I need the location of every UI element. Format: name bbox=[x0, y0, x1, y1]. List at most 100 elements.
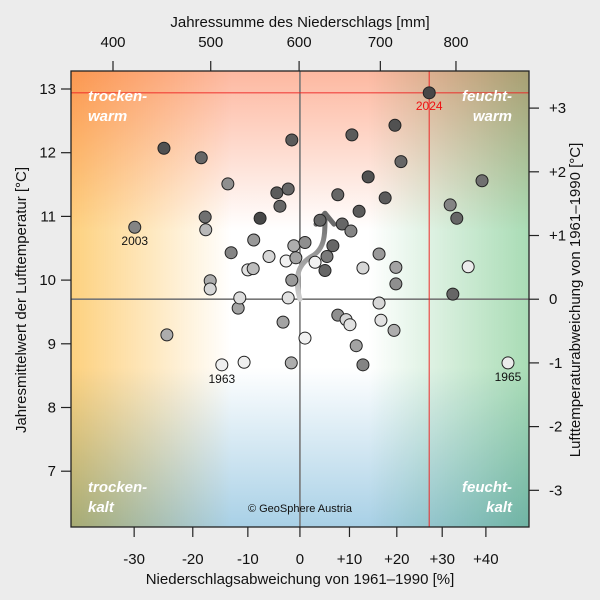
data-point bbox=[388, 118, 402, 132]
bottom-tick-label: +10 bbox=[337, 551, 362, 568]
bottom-tick-label: +20 bbox=[384, 551, 409, 568]
left-tick-label: 12 bbox=[39, 145, 56, 162]
right-tick-label: -2 bbox=[549, 419, 562, 436]
quadrant-label-top-left-2: warm bbox=[88, 108, 127, 125]
left-axis-title: Jahresmittelwert der Lufttemperatur [°C] bbox=[13, 167, 30, 433]
data-point bbox=[372, 247, 386, 261]
top-tick-label: 600 bbox=[287, 34, 312, 51]
quadrant-label-bottom-left-1: trocken- bbox=[88, 479, 147, 496]
data-point bbox=[298, 236, 312, 250]
left-tick-label: 9 bbox=[48, 336, 56, 353]
data-point bbox=[361, 170, 375, 184]
left-tick-label: 11 bbox=[40, 208, 56, 225]
data-point bbox=[262, 250, 276, 264]
data-point bbox=[281, 182, 295, 196]
data-point bbox=[233, 291, 247, 305]
data-point bbox=[157, 141, 171, 155]
data-point bbox=[318, 264, 332, 278]
data-point bbox=[237, 355, 251, 369]
top-axis-title: Jahressumme des Niederschlags [mm] bbox=[170, 14, 429, 31]
data-point bbox=[461, 260, 475, 274]
point-year-label: 1963 bbox=[208, 372, 235, 386]
data-point bbox=[221, 177, 235, 191]
left-tick-label: 7 bbox=[48, 463, 56, 480]
bottom-tick-label: -10 bbox=[237, 551, 259, 568]
data-point bbox=[345, 128, 359, 142]
data-point bbox=[128, 220, 142, 234]
data-point bbox=[287, 239, 301, 253]
right-tick-label: -1 bbox=[549, 355, 562, 372]
top-tick-label: 700 bbox=[368, 34, 393, 51]
quadrant-label-top-right-1: feucht- bbox=[462, 88, 512, 105]
data-point bbox=[349, 339, 363, 353]
data-point bbox=[501, 356, 515, 370]
right-axis-title: Lufttemperaturabweichung von 1961–1990 [… bbox=[567, 143, 584, 458]
data-point bbox=[308, 255, 322, 269]
data-point bbox=[270, 186, 284, 200]
data-point bbox=[313, 213, 327, 227]
data-point bbox=[224, 246, 238, 260]
data-point bbox=[326, 239, 340, 253]
right-tick-label: +1 bbox=[549, 228, 566, 245]
data-point bbox=[273, 199, 287, 213]
data-point bbox=[378, 191, 392, 205]
data-point bbox=[194, 151, 208, 165]
data-point bbox=[422, 86, 436, 100]
data-point bbox=[450, 211, 464, 225]
right-tick-label: 0 bbox=[549, 291, 557, 308]
data-point bbox=[387, 323, 401, 337]
data-point bbox=[246, 262, 260, 276]
data-point bbox=[394, 155, 408, 169]
data-point bbox=[285, 133, 299, 147]
bottom-axis-title: Niederschlagsabweichung von 1961–1990 [%… bbox=[146, 571, 455, 588]
data-point bbox=[446, 287, 460, 301]
right-tick-label: +2 bbox=[549, 164, 566, 181]
quadrant-label-bottom-left-2: kalt bbox=[88, 499, 115, 516]
quadrant-label-bottom-right-2: kalt bbox=[486, 499, 513, 516]
data-point bbox=[276, 315, 290, 329]
copyright-credit: © GeoSphere Austria bbox=[248, 503, 353, 515]
quadrant-label-top-right-2: warm bbox=[473, 108, 512, 125]
data-point bbox=[198, 210, 212, 224]
left-tick-label: 8 bbox=[48, 400, 56, 417]
data-point bbox=[285, 273, 299, 287]
left-tick-label: 13 bbox=[39, 81, 56, 98]
left-tick-label: 10 bbox=[39, 272, 56, 289]
data-point bbox=[475, 174, 489, 188]
data-point bbox=[374, 313, 388, 327]
top-tick-label: 400 bbox=[100, 34, 125, 51]
data-point bbox=[281, 291, 295, 305]
data-point bbox=[343, 318, 357, 332]
data-point bbox=[284, 356, 298, 370]
data-point bbox=[443, 198, 457, 212]
data-point bbox=[203, 282, 217, 296]
bottom-tick-label: +30 bbox=[429, 551, 454, 568]
top-tick-label: 800 bbox=[443, 34, 468, 51]
right-tick-label: +3 bbox=[549, 100, 566, 117]
data-point bbox=[344, 224, 358, 238]
data-point bbox=[320, 250, 334, 264]
data-point bbox=[335, 217, 349, 231]
quadrant-label-bottom-right-1: feucht- bbox=[462, 479, 512, 496]
bottom-tick-label: -30 bbox=[123, 551, 145, 568]
right-tick-label: -3 bbox=[549, 482, 562, 499]
bottom-tick-label: +40 bbox=[473, 551, 498, 568]
data-point bbox=[389, 277, 403, 291]
data-point bbox=[247, 233, 261, 247]
data-point bbox=[331, 188, 345, 202]
data-point bbox=[215, 358, 229, 372]
data-point bbox=[356, 261, 370, 275]
bottom-tick-label: 0 bbox=[296, 551, 304, 568]
data-point bbox=[160, 328, 174, 342]
data-point bbox=[389, 260, 403, 274]
data-point bbox=[253, 211, 267, 225]
data-point bbox=[289, 251, 303, 265]
point-year-label: 2024 bbox=[416, 99, 443, 113]
data-point bbox=[372, 296, 386, 310]
top-tick-label: 500 bbox=[198, 34, 223, 51]
data-point bbox=[298, 331, 312, 345]
point-year-label: 2003 bbox=[121, 234, 148, 248]
quadrant-label-top-left-1: trocken- bbox=[88, 88, 147, 105]
data-point bbox=[356, 358, 370, 372]
